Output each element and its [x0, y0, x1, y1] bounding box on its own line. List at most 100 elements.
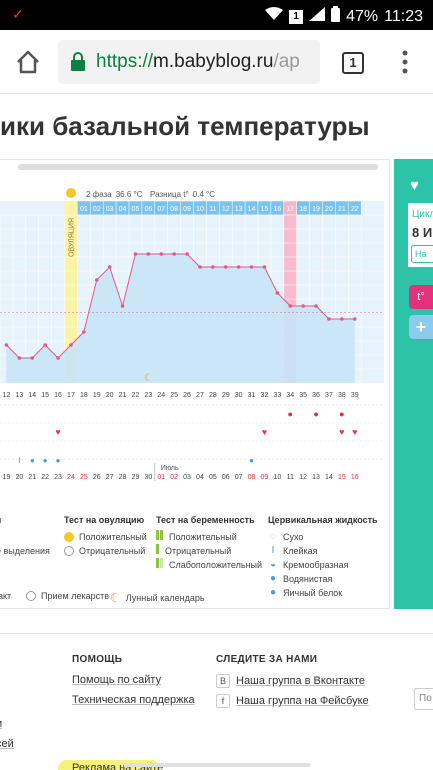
- date-label: 03: [183, 474, 191, 481]
- day-number-label: 18: [80, 392, 88, 399]
- footer-link-facebook[interactable]: f Наша группа на Фейсбуке: [216, 694, 369, 708]
- temperature-point: [172, 252, 176, 256]
- sticky-icon: Ⅰ: [271, 545, 275, 556]
- ovulation-label: ОВУЛЯЦИЯ: [69, 218, 76, 257]
- date-label: 28: [119, 474, 127, 481]
- legend-item: [0, 530, 56, 544]
- day-number-label: 20: [106, 392, 114, 399]
- legend-cervical-title: Цервикальная жидкость: [268, 515, 378, 525]
- dry-drop-icon: ◌: [270, 531, 276, 542]
- day-number-label: 29: [222, 392, 230, 399]
- vk-icon: B: [216, 674, 230, 688]
- cycle-day-label: 15: [261, 206, 269, 213]
- temperature-line: [6, 253, 355, 359]
- day-number-label: 27: [196, 392, 204, 399]
- footer-follow-title: СЛЕДИТЕ ЗА НАМИ: [216, 654, 318, 665]
- url-field[interactable]: https://m.babyblog.ru/ap: [58, 40, 320, 84]
- footer-link-help[interactable]: Помощь по сайту: [72, 674, 162, 686]
- temperature-point: [56, 356, 60, 360]
- add-temperature-button[interactable]: t°: [409, 285, 433, 309]
- ovulation-marker-icon: [66, 188, 76, 198]
- cervical-icon: ●: [30, 456, 35, 465]
- footer-highlight: [58, 760, 160, 770]
- heart-icon: ♥: [339, 427, 344, 437]
- footer-link-vk[interactable]: B Наша группа в Вконтакте: [216, 674, 365, 688]
- chart-scrollbar[interactable]: [18, 164, 378, 170]
- temperature-point: [211, 265, 215, 269]
- temperature-point: [69, 343, 73, 347]
- temperature-point: [275, 291, 280, 295]
- chart-scroll-thumb[interactable]: [18, 164, 378, 170]
- legend-pregnancy-weak: Слабоположительный: [156, 558, 266, 572]
- date-label: 23: [54, 474, 62, 481]
- cycle-day-label: 03: [106, 206, 114, 213]
- legend-col1-title: я: [0, 515, 56, 525]
- cycle-button[interactable]: На: [411, 245, 433, 263]
- drop-icon: ●: [313, 409, 318, 419]
- cycle-day-label: 08: [170, 206, 178, 213]
- creamy-icon: ◒: [269, 559, 277, 570]
- month-label: Июль: [161, 465, 179, 472]
- clock: 11:23: [384, 7, 423, 25]
- facebook-icon: f: [216, 694, 230, 708]
- cycle-day-label: 04: [119, 206, 127, 213]
- footer-search-input[interactable]: По: [414, 688, 433, 710]
- sim-badge: 1: [289, 9, 304, 24]
- temperature-point: [120, 304, 125, 308]
- add-entry-button[interactable]: +: [409, 315, 433, 339]
- url-host: m.babyblog.ru: [153, 51, 274, 72]
- footer-left-link-1[interactable]: и: [0, 718, 2, 730]
- moon-icon: ☾: [110, 591, 121, 605]
- cervical-icon: ●: [249, 456, 254, 465]
- signal-icon: [309, 7, 326, 26]
- legend-column-1: я е выделения: [0, 515, 56, 558]
- temperature-point: [82, 330, 86, 334]
- overflow-menu-icon[interactable]: [402, 50, 408, 74]
- legend-cervical-eggwhite: ● Яичный белок: [269, 587, 343, 598]
- temperature-point: [262, 265, 267, 269]
- bbt-chart: 2 фаза 36.6 °C Разница t° 0.4 °C 01 02 03 04 0…: [0, 187, 384, 481]
- yellow-dot-icon: [64, 532, 74, 542]
- day-number-label: 32: [261, 392, 269, 399]
- footer-link-ads[interactable]: Реклама на сайте: [72, 762, 164, 770]
- day-number-label: 31: [248, 392, 256, 399]
- url-path: /ap: [273, 51, 300, 72]
- legend-cervical-sticky: Ⅰ Клейкая: [268, 544, 388, 558]
- cycle-day-label: 13: [235, 206, 243, 213]
- lock-icon: [71, 52, 85, 71]
- cycle-day-label: 09: [183, 206, 191, 213]
- moon-icon: ☾: [144, 373, 153, 384]
- status-bar: ✓ 1 47% 11:23: [0, 0, 433, 30]
- eggwhite-drop-icon: ●: [269, 587, 277, 598]
- footer-link-support[interactable]: Техническая поддержка: [72, 694, 195, 706]
- tab-switcher-button[interactable]: 1: [342, 52, 364, 74]
- legend-pregnancy-positive: Положительный: [156, 530, 266, 544]
- day-number-label: 28: [209, 392, 217, 399]
- day-number-label: 35: [299, 392, 307, 399]
- notification-icon: ✓: [12, 6, 24, 22]
- wifi-icon: [265, 7, 284, 26]
- legend-column-cervical: Цервикальная жидкость ◌ Сухо Ⅰ Клейкая ◒ Кр…: [268, 515, 388, 600]
- temperature-point: [314, 304, 318, 308]
- date-label: 12: [299, 474, 307, 481]
- cervical-icon: Ⅰ: [18, 456, 20, 465]
- day-number-label: 19: [93, 392, 101, 399]
- temperature-point: [249, 265, 254, 269]
- cycle-value: 8 ИЮ: [412, 225, 433, 240]
- footer-left-link-2[interactable]: сей: [0, 738, 14, 750]
- date-label: 22: [41, 474, 49, 481]
- home-icon[interactable]: [14, 48, 42, 76]
- cervical-icon: ●: [56, 456, 61, 465]
- faint-bar-icon: [156, 558, 164, 572]
- heart-icon[interactable]: ♥: [410, 177, 419, 194]
- ovulation-band: [64, 201, 78, 383]
- legend-cervical-creamy: ◒ Кремообразная: [269, 559, 349, 570]
- cycle-card: Цикл 8 ИЮ На: [408, 203, 433, 267]
- cycle-label: Цикл: [412, 209, 433, 220]
- heart-icon: ♥: [55, 427, 60, 437]
- cycle-day-label: 07: [157, 206, 165, 213]
- temperature-point: [159, 252, 164, 256]
- legend-column-pregnancy: Тест на беременность Положительный Отриц…: [156, 515, 266, 572]
- temperature-point: [133, 252, 138, 256]
- date-label: 11: [287, 474, 294, 481]
